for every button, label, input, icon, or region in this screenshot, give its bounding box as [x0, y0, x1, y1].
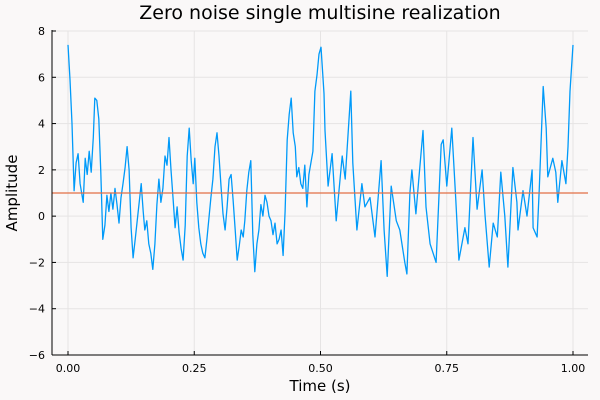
y-axis-label: Amplitude: [3, 155, 21, 232]
x-tick-label: 1.00: [561, 362, 586, 375]
x-tick-label: 0.50: [308, 362, 333, 375]
y-tick-label: −4: [29, 303, 45, 316]
x-tick-label: 0.25: [182, 362, 207, 375]
axes: 0.00 0.25 0.50 0.75 1.00 −6 −4 −2 0 2 4 6 8: [29, 25, 588, 375]
series-line-signal: [67, 44, 574, 277]
y-tick-label: 8: [38, 25, 45, 38]
chart-title: Zero noise single multisine realization: [139, 2, 500, 24]
y-tick-label: 4: [38, 118, 45, 131]
y-tick-label: 2: [38, 164, 45, 177]
y-tick-label: 6: [38, 71, 45, 84]
plot-area: [52, 44, 588, 277]
x-tick-label: 0.75: [435, 362, 460, 375]
y-tick-label: −6: [29, 349, 45, 362]
x-tick-label: 0.00: [56, 362, 81, 375]
x-axis-label: Time (s): [289, 377, 351, 395]
y-tick-label: 0: [38, 210, 45, 223]
y-tick-label: −2: [29, 256, 45, 269]
